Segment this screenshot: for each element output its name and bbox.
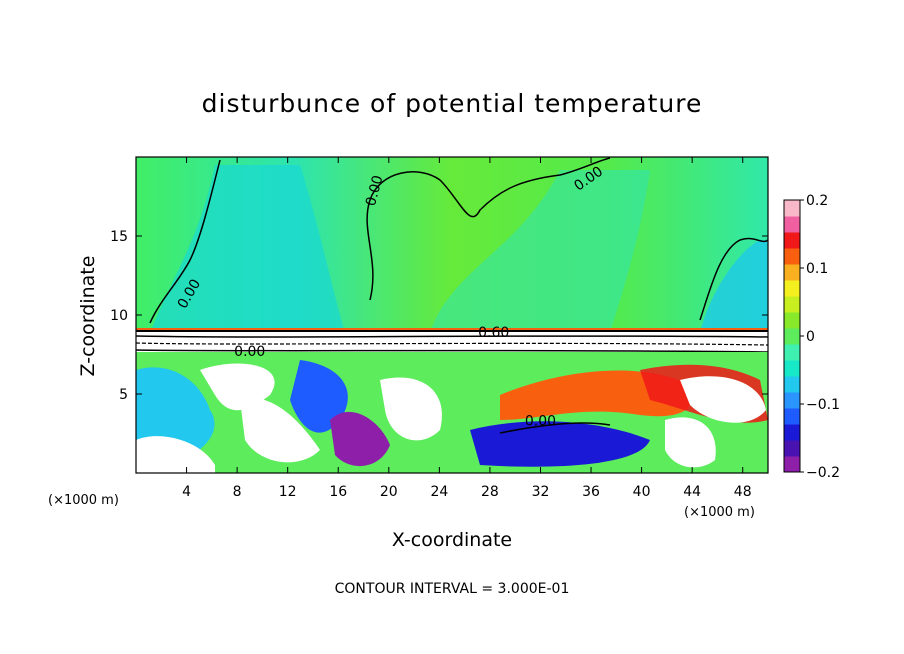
x-tick-label: 36	[582, 484, 600, 500]
tropopause-line-4	[136, 349, 768, 353]
x-tick-label: 20	[380, 484, 398, 500]
colorbar-swatch	[784, 248, 800, 265]
contour-upper-1	[149, 159, 221, 324]
plot-area	[136, 157, 768, 473]
contour-label: 0.00	[525, 414, 556, 430]
colorbar-swatch	[784, 392, 800, 409]
contour-upper-2	[366, 157, 611, 301]
colorbar-tick-label: 0.2	[806, 193, 828, 209]
x-tick-label: 12	[279, 484, 297, 500]
tropopause-line-2	[136, 335, 768, 338]
colorbar-swatch	[784, 456, 800, 473]
colorbar-swatch	[784, 200, 800, 217]
colorbar-swatch	[784, 408, 800, 425]
colorbar-swatch	[784, 280, 800, 297]
colorbar-swatch	[784, 424, 800, 441]
cyan-plume-left	[150, 165, 345, 333]
x-tick-label: 24	[430, 484, 448, 500]
colorbar-swatch	[784, 328, 800, 345]
lower-blue-band	[470, 421, 650, 467]
x-axis-label: X-coordinate	[392, 529, 512, 551]
contour-label: 0.00	[363, 174, 387, 208]
chart-title: disturbunce of potential temperature	[202, 89, 703, 118]
cyan-plume-center	[430, 170, 650, 333]
colorbar-tick-label: 0	[806, 329, 815, 345]
lower-white-mid	[380, 377, 442, 441]
lower-white-bottom-left	[136, 436, 215, 473]
colorbar-tick-label: −0.1	[806, 397, 840, 413]
colorbar-tick-label: −0.2	[806, 465, 840, 481]
contour-lower-1	[499, 422, 611, 434]
colorbar-swatch	[784, 264, 800, 281]
tropopause-line-3	[136, 342, 768, 346]
y-tick-label: 10	[110, 308, 128, 324]
lower-blue-a	[290, 360, 348, 433]
x-tick-label: 8	[233, 484, 242, 500]
lower-purple	[330, 411, 390, 467]
x-unit-right: (×1000 m)	[684, 505, 755, 520]
x-unit-left: (×1000 m)	[48, 493, 119, 508]
x-tick-label: 40	[633, 484, 651, 500]
colorbar-swatch	[784, 216, 800, 233]
lower-white-bottom-right	[665, 417, 716, 468]
y-axis: 5 10 15	[110, 229, 768, 403]
colorbar-tick-label: 0.1	[806, 261, 828, 277]
x-tick-label: 48	[734, 484, 752, 500]
colorbar-swatch	[784, 312, 800, 329]
colorbar-swatch	[784, 376, 800, 393]
colorbar-swatch	[784, 360, 800, 377]
y-tick-label: 15	[110, 229, 128, 245]
y-axis-label: Z-coordinate	[77, 256, 99, 377]
colorbar-swatch	[784, 344, 800, 361]
contour-upper-3	[699, 237, 768, 321]
cyan-plume-right	[700, 240, 768, 333]
contour-label: 0.00	[234, 344, 265, 360]
lower-white-right	[680, 376, 766, 423]
colorbar-swatch	[784, 440, 800, 457]
colorbar-swatch	[784, 232, 800, 249]
contour-label: 0.60	[478, 325, 509, 341]
colorbar-swatch	[784, 296, 800, 313]
lower-white-center	[240, 398, 320, 463]
x-tick-label: 28	[481, 484, 499, 500]
x-axis: 4 8 12 16 20 24 28 32 36 40 44 48	[182, 157, 752, 500]
x-tick-label: 16	[329, 484, 347, 500]
colorbar: 0.2 0.1 0 −0.1 −0.2	[783, 193, 840, 481]
contour-interval: CONTOUR INTERVAL = 3.000E-01	[335, 581, 570, 597]
x-tick-label: 32	[532, 484, 550, 500]
x-tick-label: 44	[683, 484, 701, 500]
y-tick-label: 5	[119, 387, 128, 403]
x-tick-label: 4	[182, 484, 191, 500]
